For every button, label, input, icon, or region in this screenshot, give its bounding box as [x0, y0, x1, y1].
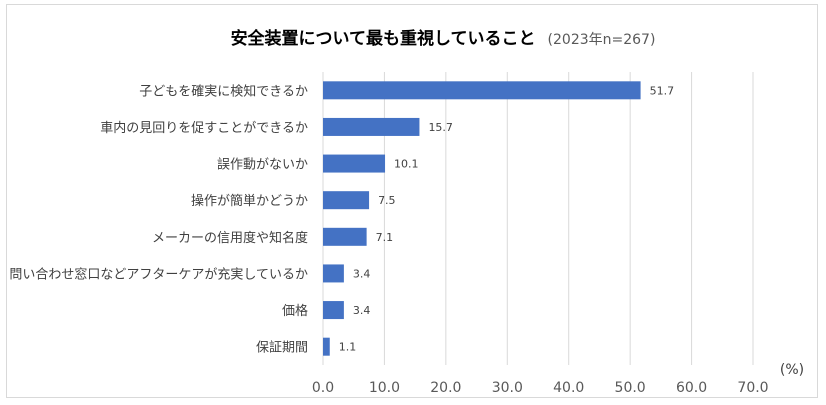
- x-tick-label: 0.0: [312, 380, 334, 396]
- chart-frame: [6, 4, 818, 398]
- title-row: 安全装置について最も重視していること (2023年n=267): [0, 24, 826, 49]
- x-tick-label: 10.0: [369, 380, 400, 396]
- category-label: 問い合わせ窓口などアフターケアが充実しているか: [9, 266, 308, 282]
- x-tick-label: 60.0: [676, 380, 707, 396]
- value-label: 10.1: [394, 158, 419, 171]
- value-label: 1.1: [339, 341, 357, 354]
- category-label: 車内の見回りを促すことができるか: [100, 120, 308, 136]
- category-label: 操作が簡単かどうか: [191, 193, 308, 209]
- value-label: 15.7: [428, 121, 453, 134]
- bar: [323, 191, 370, 210]
- bar: [323, 154, 386, 173]
- chart-title: 安全装置について最も重視していること: [230, 29, 536, 49]
- x-tick-label: 40.0: [553, 380, 584, 396]
- chart-subtitle: (2023年n=267): [547, 32, 656, 48]
- category-label: メーカーの信用度や知名度: [152, 230, 308, 246]
- value-label: 51.7: [650, 84, 675, 97]
- x-tick-label: 30.0: [492, 380, 523, 396]
- bar: [323, 264, 344, 283]
- x-tick-label: 70.0: [737, 380, 768, 396]
- category-label: 保証期間: [256, 341, 308, 356]
- unit-label: (%): [780, 362, 804, 378]
- bar: [323, 337, 330, 356]
- value-label: 7.5: [378, 194, 396, 207]
- value-label: 3.4: [353, 267, 371, 280]
- value-label: 7.1: [376, 231, 394, 244]
- category-label: 子どもを確実に検知できるか: [139, 83, 308, 99]
- bar: [323, 117, 420, 136]
- value-label: 3.4: [353, 304, 371, 317]
- category-label: 誤作動がないか: [217, 157, 308, 173]
- category-label: 価格: [282, 303, 308, 319]
- x-tick-label: 50.0: [615, 380, 646, 396]
- bar: [323, 301, 344, 320]
- x-tick-label: 20.0: [430, 380, 461, 396]
- bar: [323, 227, 367, 246]
- bar: [323, 81, 641, 100]
